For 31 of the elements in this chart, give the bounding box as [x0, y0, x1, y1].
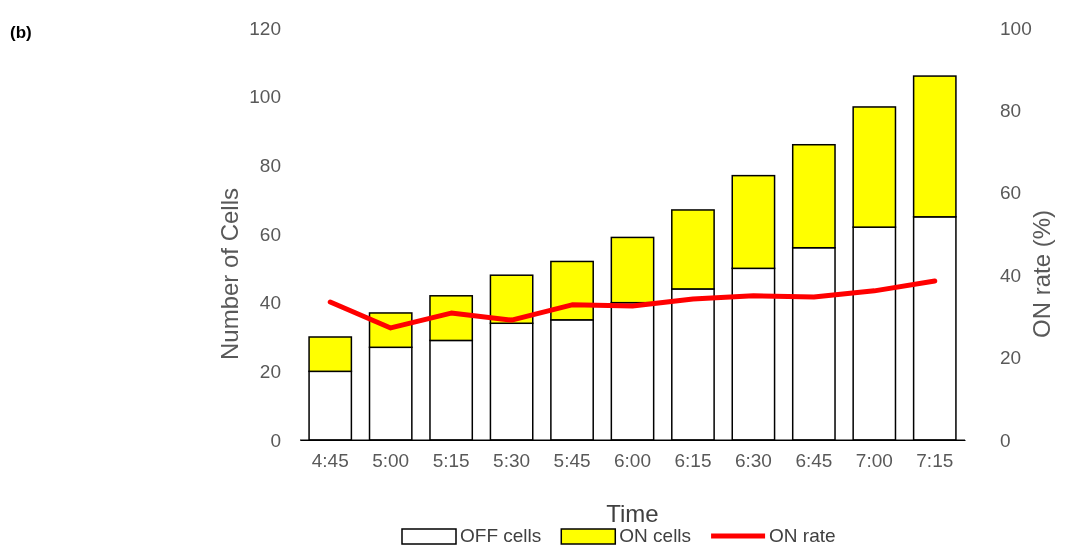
y-tick-label: 80	[259, 154, 281, 176]
x-axis-title: Time	[606, 500, 659, 527]
y-tick-label: 60	[259, 223, 281, 245]
x-tick-label: 4:45	[311, 450, 349, 472]
legend-label: ON rate	[769, 525, 836, 546]
y2-tick-label: 0	[1000, 429, 1011, 451]
y-tick-label: 20	[259, 360, 281, 382]
y-axis-title: Number of Cells	[216, 187, 243, 361]
y2-tick-label: 100	[1000, 17, 1032, 39]
x-tick-label: 5:00	[372, 450, 410, 472]
x-tick-label: 5:15	[432, 450, 470, 472]
y2-axis-title: ON rate (%)	[1028, 209, 1055, 339]
legend-label: OFF cells	[460, 525, 542, 546]
y2-tick-label: 20	[1000, 347, 1022, 369]
x-tick-label: 5:30	[493, 450, 531, 472]
x-tick-label: 6:15	[674, 450, 712, 472]
x-tick-label: 7:15	[916, 450, 954, 472]
x-tick-label: 6:00	[614, 450, 651, 472]
x-tick-label: 5:45	[553, 450, 591, 472]
y-tick-label: 0	[270, 429, 281, 451]
y2-tick-label: 80	[1000, 99, 1022, 121]
y-tick-label: 40	[259, 292, 281, 314]
x-tick-label: 6:30	[734, 450, 772, 472]
y-tick-label: 100	[249, 86, 281, 108]
y2-tick-label: 60	[1000, 182, 1022, 204]
legend-label: ON cells	[619, 525, 692, 546]
y-tick-label: 120	[249, 17, 281, 39]
y2-tick-label: 40	[1000, 264, 1022, 286]
text: (b)	[10, 23, 32, 42]
x-tick-label: 7:00	[855, 450, 893, 472]
x-tick-label: 6:45	[795, 450, 833, 472]
